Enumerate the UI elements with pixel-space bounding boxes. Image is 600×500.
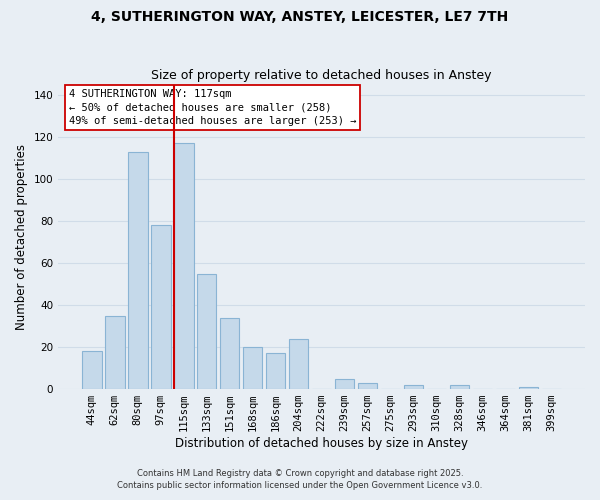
Bar — [82, 352, 101, 389]
Bar — [105, 316, 125, 389]
Bar — [358, 383, 377, 389]
Bar — [404, 385, 423, 389]
Bar — [174, 144, 194, 389]
Y-axis label: Number of detached properties: Number of detached properties — [15, 144, 28, 330]
Bar — [128, 152, 148, 389]
Bar — [266, 354, 286, 389]
Bar — [151, 226, 170, 389]
Bar — [220, 318, 239, 389]
Bar — [518, 387, 538, 389]
Bar — [243, 347, 262, 389]
Bar — [197, 274, 217, 389]
Bar — [335, 378, 355, 389]
Title: Size of property relative to detached houses in Anstey: Size of property relative to detached ho… — [151, 69, 492, 82]
Text: 4, SUTHERINGTON WAY, ANSTEY, LEICESTER, LE7 7TH: 4, SUTHERINGTON WAY, ANSTEY, LEICESTER, … — [91, 10, 509, 24]
Text: Contains HM Land Registry data © Crown copyright and database right 2025.
Contai: Contains HM Land Registry data © Crown c… — [118, 469, 482, 490]
Bar — [289, 338, 308, 389]
Text: 4 SUTHERINGTON WAY: 117sqm
← 50% of detached houses are smaller (258)
49% of sem: 4 SUTHERINGTON WAY: 117sqm ← 50% of deta… — [69, 89, 356, 126]
Bar — [449, 385, 469, 389]
X-axis label: Distribution of detached houses by size in Anstey: Distribution of detached houses by size … — [175, 437, 468, 450]
